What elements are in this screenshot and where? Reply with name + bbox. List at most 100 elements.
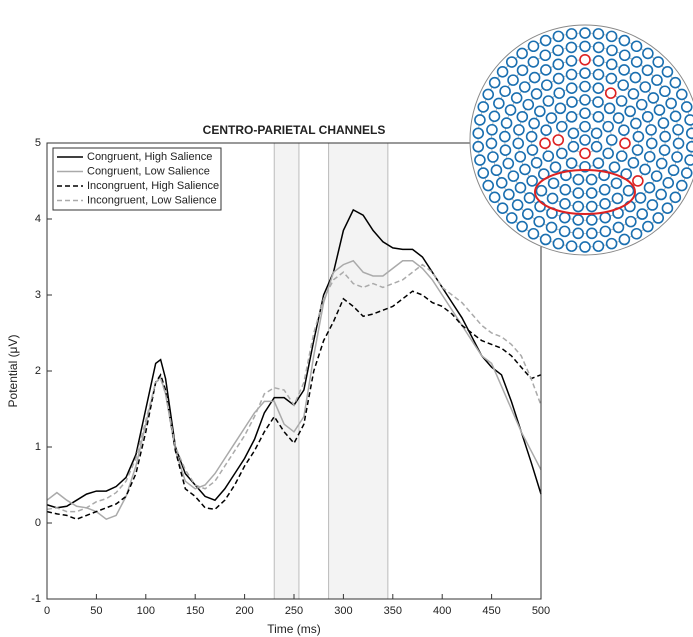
electrode — [540, 124, 552, 136]
x-tick-label: 0 — [44, 605, 50, 617]
electrode — [632, 130, 645, 143]
electrode — [499, 130, 511, 143]
electrode — [472, 127, 485, 140]
electrode — [615, 95, 628, 107]
electrode — [641, 64, 654, 77]
electrode — [552, 237, 565, 250]
legend-label: Incongruent, High Salience — [87, 180, 219, 192]
chart-title: CENTRO-PARIETAL CHANNELS — [203, 123, 386, 137]
electrode — [606, 44, 618, 57]
electrode — [579, 241, 591, 253]
electrode — [579, 120, 591, 133]
y-tick-label: 1 — [35, 441, 41, 453]
electrode — [590, 140, 603, 153]
electrode — [618, 124, 630, 136]
electrode — [619, 137, 631, 150]
electrode — [482, 88, 495, 101]
electrode — [525, 130, 538, 143]
electrode — [675, 179, 688, 192]
electrode — [645, 137, 658, 150]
electrode — [539, 233, 552, 246]
electrode — [590, 127, 603, 140]
electrode — [511, 199, 524, 211]
electrode — [488, 110, 501, 123]
electrode — [579, 27, 591, 39]
electrode — [618, 34, 631, 47]
electrode — [572, 187, 585, 199]
electrode — [661, 202, 674, 214]
electrode — [485, 137, 498, 150]
electrode — [505, 212, 518, 224]
electrode — [603, 102, 616, 115]
electrode — [605, 58, 618, 71]
electrode — [505, 56, 518, 68]
electrode — [579, 134, 591, 146]
electrode — [527, 227, 540, 240]
electrode — [495, 177, 508, 189]
y-axis-label: Potential (μV) — [6, 335, 20, 408]
shaded-region — [273, 142, 300, 600]
electrode — [624, 105, 636, 118]
electrode — [672, 123, 684, 136]
electrode — [605, 72, 618, 85]
electrode — [559, 197, 571, 210]
y-tick-label: 3 — [35, 289, 41, 301]
electrode — [675, 88, 688, 101]
electrode — [558, 225, 571, 238]
electrode — [617, 79, 629, 91]
electrode — [642, 47, 654, 60]
electrode — [643, 150, 656, 163]
electrode — [605, 237, 618, 250]
electrode — [533, 215, 545, 228]
electrode — [579, 147, 591, 160]
electrode — [539, 137, 551, 150]
electrode — [652, 212, 665, 224]
electrode — [539, 34, 552, 47]
electrode — [627, 88, 640, 100]
y-tick-label: 4 — [35, 213, 41, 225]
shaded-region — [328, 142, 389, 600]
electrode — [565, 68, 578, 81]
electrode — [634, 192, 647, 204]
electrode — [496, 202, 509, 214]
electrode — [669, 76, 682, 89]
electrode — [549, 161, 562, 173]
electrode — [477, 167, 490, 179]
electrode — [579, 107, 591, 120]
series-line — [46, 290, 542, 521]
electrode — [655, 188, 667, 201]
electrode — [659, 85, 671, 98]
x-axis-label: Time (ms) — [267, 622, 321, 636]
electrode — [639, 81, 652, 93]
electrode — [552, 134, 565, 146]
electrode — [567, 140, 580, 153]
electrode — [572, 173, 585, 186]
electrode — [534, 105, 546, 118]
electrode — [474, 154, 486, 166]
electrode — [552, 44, 564, 57]
electrode — [482, 179, 495, 192]
electrode — [503, 188, 515, 201]
electrode — [556, 120, 568, 133]
electrode — [604, 87, 617, 99]
electrode — [592, 68, 605, 81]
electrode — [602, 147, 614, 160]
electrode — [625, 215, 637, 228]
electrode — [592, 55, 605, 67]
electrode — [653, 104, 666, 116]
series-line — [46, 259, 542, 521]
electrode — [530, 88, 543, 100]
electrode — [592, 96, 604, 108]
electrode — [635, 98, 648, 111]
electrode — [605, 134, 618, 146]
electrode — [680, 101, 693, 113]
electrode — [646, 199, 659, 211]
electrode — [567, 127, 580, 140]
x-tick-label: 100 — [137, 605, 155, 617]
electrode — [541, 79, 553, 91]
electrode — [684, 154, 693, 166]
x-tick-label: 450 — [482, 605, 500, 617]
electrode — [546, 192, 559, 205]
x-tick-label: 500 — [532, 605, 550, 617]
